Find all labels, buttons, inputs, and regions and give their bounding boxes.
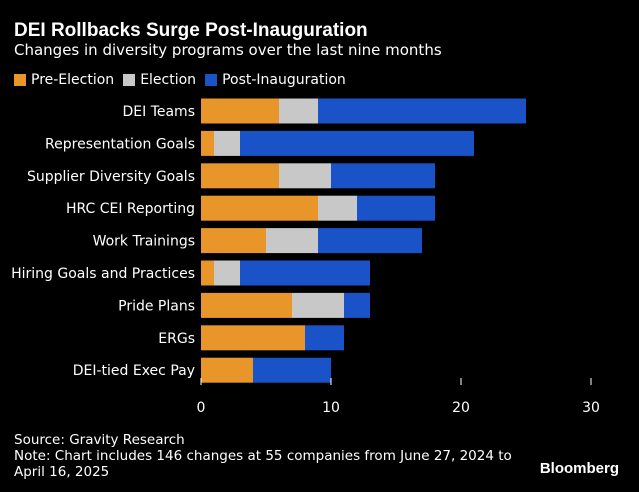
bar-supplier-diversity-goals-pre-election xyxy=(201,163,279,189)
x-tick-label-30: 30 xyxy=(582,400,600,416)
category-label-work-trainings: Work Trainings xyxy=(93,234,195,250)
legend-item-pre-election: Pre-Election xyxy=(14,72,114,88)
bar-hiring-goals-and-practices-pre-election xyxy=(201,260,214,286)
bar-hiring-goals-and-practices-election xyxy=(214,260,240,286)
category-label-supplier-diversity-goals: Supplier Diversity Goals xyxy=(27,169,195,185)
category-label-dei-tied-exec-pay: DEI-tied Exec Pay xyxy=(73,363,195,379)
category-label-pride-plans: Pride Plans xyxy=(118,298,195,314)
legend-label-election: Election xyxy=(140,72,197,88)
category-label-representation-goals: Representation Goals xyxy=(45,136,195,152)
bar-work-trainings-post-inauguration xyxy=(318,228,422,254)
bar-pride-plans-post-inauguration xyxy=(344,292,370,318)
bar-hiring-goals-and-practices-post-inauguration xyxy=(240,260,370,286)
legend-label-post-inauguration: Post-Inauguration xyxy=(222,72,346,88)
x-tick-label-20: 20 xyxy=(452,400,470,416)
legend-label-pre-election: Pre-Election xyxy=(31,72,115,88)
chart-subtitle: Changes in diversity programs over the l… xyxy=(14,41,442,59)
bar-supplier-diversity-goals-election xyxy=(279,163,331,189)
category-label-hrc-cei-reporting: HRC CEI Reporting xyxy=(66,201,195,217)
source-note: Source: Gravity Research xyxy=(14,432,185,448)
category-label-ergs: ERGs xyxy=(158,331,195,347)
bar-hrc-cei-reporting-post-inauguration xyxy=(357,195,435,221)
bar-ergs-post-inauguration xyxy=(305,325,344,351)
legend-item-election: Election xyxy=(123,72,196,88)
bar-pride-plans-election xyxy=(292,292,344,318)
legend: Pre-Election Election Post-Inauguration xyxy=(14,72,355,88)
x-tick-label-10: 10 xyxy=(322,400,340,416)
bar-work-trainings-election xyxy=(266,228,318,254)
bar-dei-teams-post-inauguration xyxy=(318,98,526,124)
chart-footer: Source: Gravity Research Note: Chart inc… xyxy=(14,432,514,480)
bar-dei-tied-exec-pay-post-inauguration xyxy=(253,357,331,383)
bar-supplier-diversity-goals-post-inauguration xyxy=(331,163,435,189)
bar-pride-plans-pre-election xyxy=(201,292,292,318)
bar-hrc-cei-reporting-election xyxy=(318,195,357,221)
category-label-hiring-goals-and-practices: Hiring Goals and Practices xyxy=(11,266,195,282)
bar-representation-goals-post-inauguration xyxy=(240,130,474,156)
bar-representation-goals-pre-election xyxy=(201,130,214,156)
bar-dei-teams-election xyxy=(279,98,318,124)
bar-representation-goals-election xyxy=(214,130,240,156)
category-label-dei-teams: DEI Teams xyxy=(122,104,195,120)
chart-title: DEI Rollbacks Surge Post-Inauguration xyxy=(14,20,368,41)
bar-chart: DEI Teams Representation Goals Supplier Di… xyxy=(11,98,600,416)
bar-dei-teams-pre-election xyxy=(201,98,279,124)
legend-swatch-pre-election xyxy=(14,74,26,86)
legend-swatch-post-inauguration xyxy=(205,74,218,86)
x-tick-label-0: 0 xyxy=(197,400,206,416)
bar-ergs-pre-election xyxy=(201,325,305,351)
bar-work-trainings-pre-election xyxy=(201,228,266,254)
legend-swatch-election xyxy=(123,74,136,86)
bar-hrc-cei-reporting-pre-election xyxy=(201,195,318,221)
bar-dei-tied-exec-pay-pre-election xyxy=(201,357,253,383)
legend-item-post-inauguration: Post-Inauguration xyxy=(205,72,346,88)
chart-note: Note: Chart includes 146 changes at 55 c… xyxy=(14,448,512,480)
bloomberg-logo: Bloomberg xyxy=(539,460,619,477)
